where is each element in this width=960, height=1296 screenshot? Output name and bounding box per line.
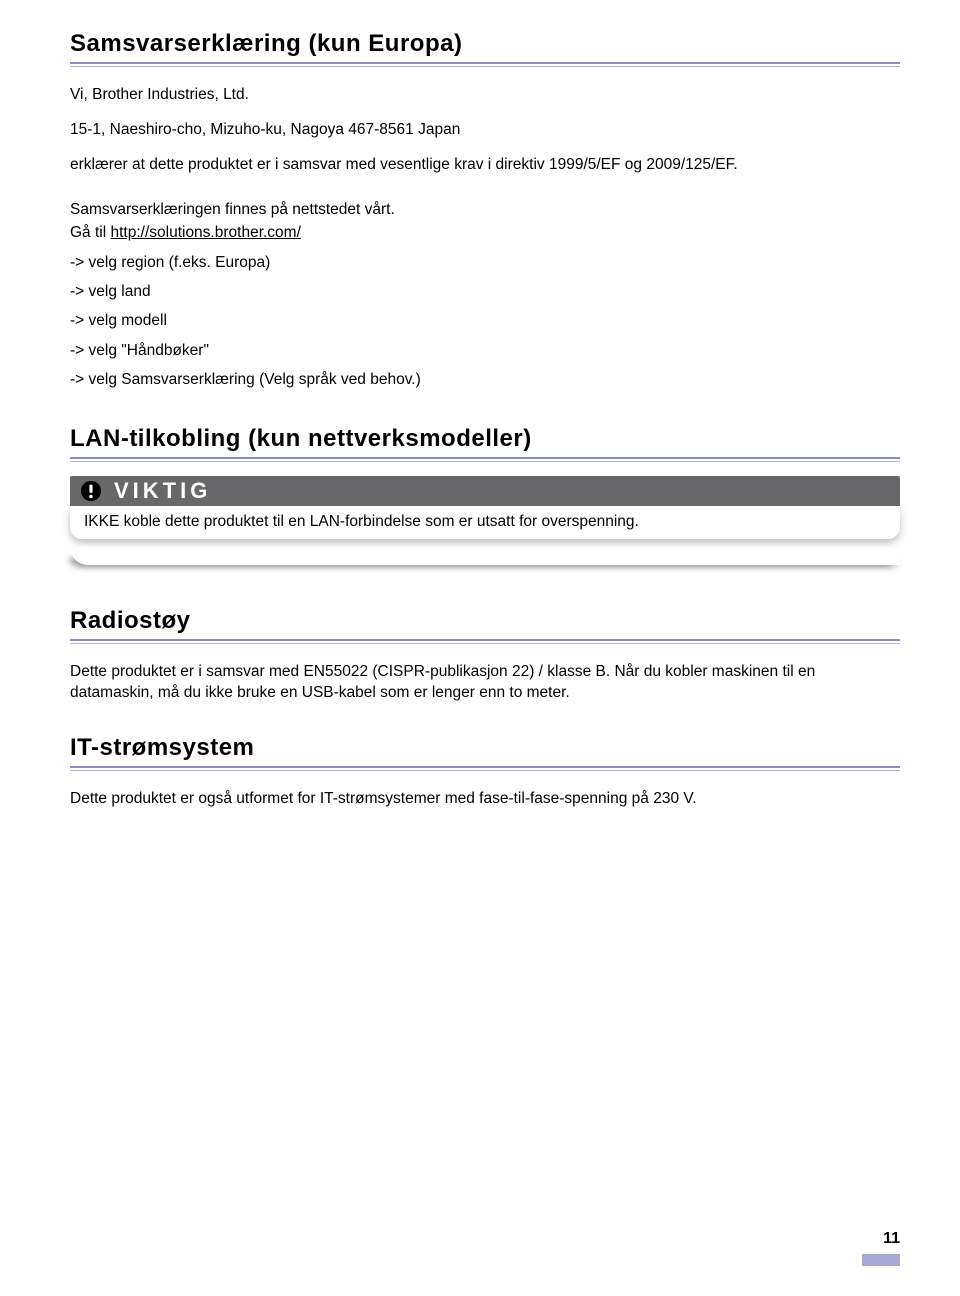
callout-header: VIKTIG xyxy=(70,476,900,506)
heading-lan: LAN-tilkobling (kun nettverksmodeller) xyxy=(70,425,900,453)
nav-step-4: -> velg Samsvarserklæring (Velg språk ve… xyxy=(70,365,900,394)
intro-text: Vi, Brother Industries, Ltd. xyxy=(70,85,900,106)
nav-step-1: -> velg land xyxy=(70,277,900,306)
alert-icon xyxy=(80,480,102,502)
solutions-link[interactable]: http://solutions.brother.com/ xyxy=(110,224,300,241)
goto-line: Gå til http://solutions.brother.com/ xyxy=(70,223,900,244)
website-note: Samsvarserklæringen finnes på nettstedet… xyxy=(70,200,900,221)
section-radio: Radiostøy Dette produktet er i samsvar m… xyxy=(70,607,900,704)
heading-underline-thin xyxy=(70,770,900,771)
it-power-body: Dette produktet er også utformet for IT-… xyxy=(70,789,900,810)
radio-body: Dette produktet er i samsvar med EN55022… xyxy=(70,662,900,704)
section-lan: LAN-tilkobling (kun nettverksmodeller) V… xyxy=(70,425,900,565)
callout-body: IKKE koble dette produktet til en LAN-fo… xyxy=(70,506,900,539)
nav-step-0: -> velg region (f.eks. Europa) xyxy=(70,248,900,277)
page-number: 11 xyxy=(862,1230,900,1248)
page-tab xyxy=(862,1254,900,1266)
heading-declaration: Samsvarserklæring (kun Europa) xyxy=(70,30,900,58)
heading-underline-thick xyxy=(70,766,900,768)
callout-bottom-curve xyxy=(70,547,900,565)
heading-underline-thick xyxy=(70,457,900,459)
section-declaration: Samsvarserklæring (kun Europa) Vi, Broth… xyxy=(70,30,900,395)
heading-underline-thin xyxy=(70,66,900,67)
nav-step-3: -> velg "Håndbøker" xyxy=(70,336,900,365)
heading-underline-thick xyxy=(70,62,900,64)
declares-text: erklærer at dette produktet er i samsvar… xyxy=(70,155,900,176)
callout-important: VIKTIG IKKE koble dette produktet til en… xyxy=(70,476,900,565)
heading-underline-thin xyxy=(70,643,900,644)
page-footer: 11 xyxy=(862,1230,900,1266)
heading-it-power: IT-strømsystem xyxy=(70,734,900,762)
goto-prefix: Gå til xyxy=(70,224,110,241)
callout-label: VIKTIG xyxy=(114,478,211,503)
nav-step-2: -> velg modell xyxy=(70,306,900,335)
heading-underline-thick xyxy=(70,639,900,641)
heading-underline-thin xyxy=(70,461,900,462)
address-text: 15-1, Naeshiro-cho, Mizuho-ku, Nagoya 46… xyxy=(70,120,900,141)
section-it-power: IT-strømsystem Dette produktet er også u… xyxy=(70,734,900,810)
heading-radio: Radiostøy xyxy=(70,607,900,635)
